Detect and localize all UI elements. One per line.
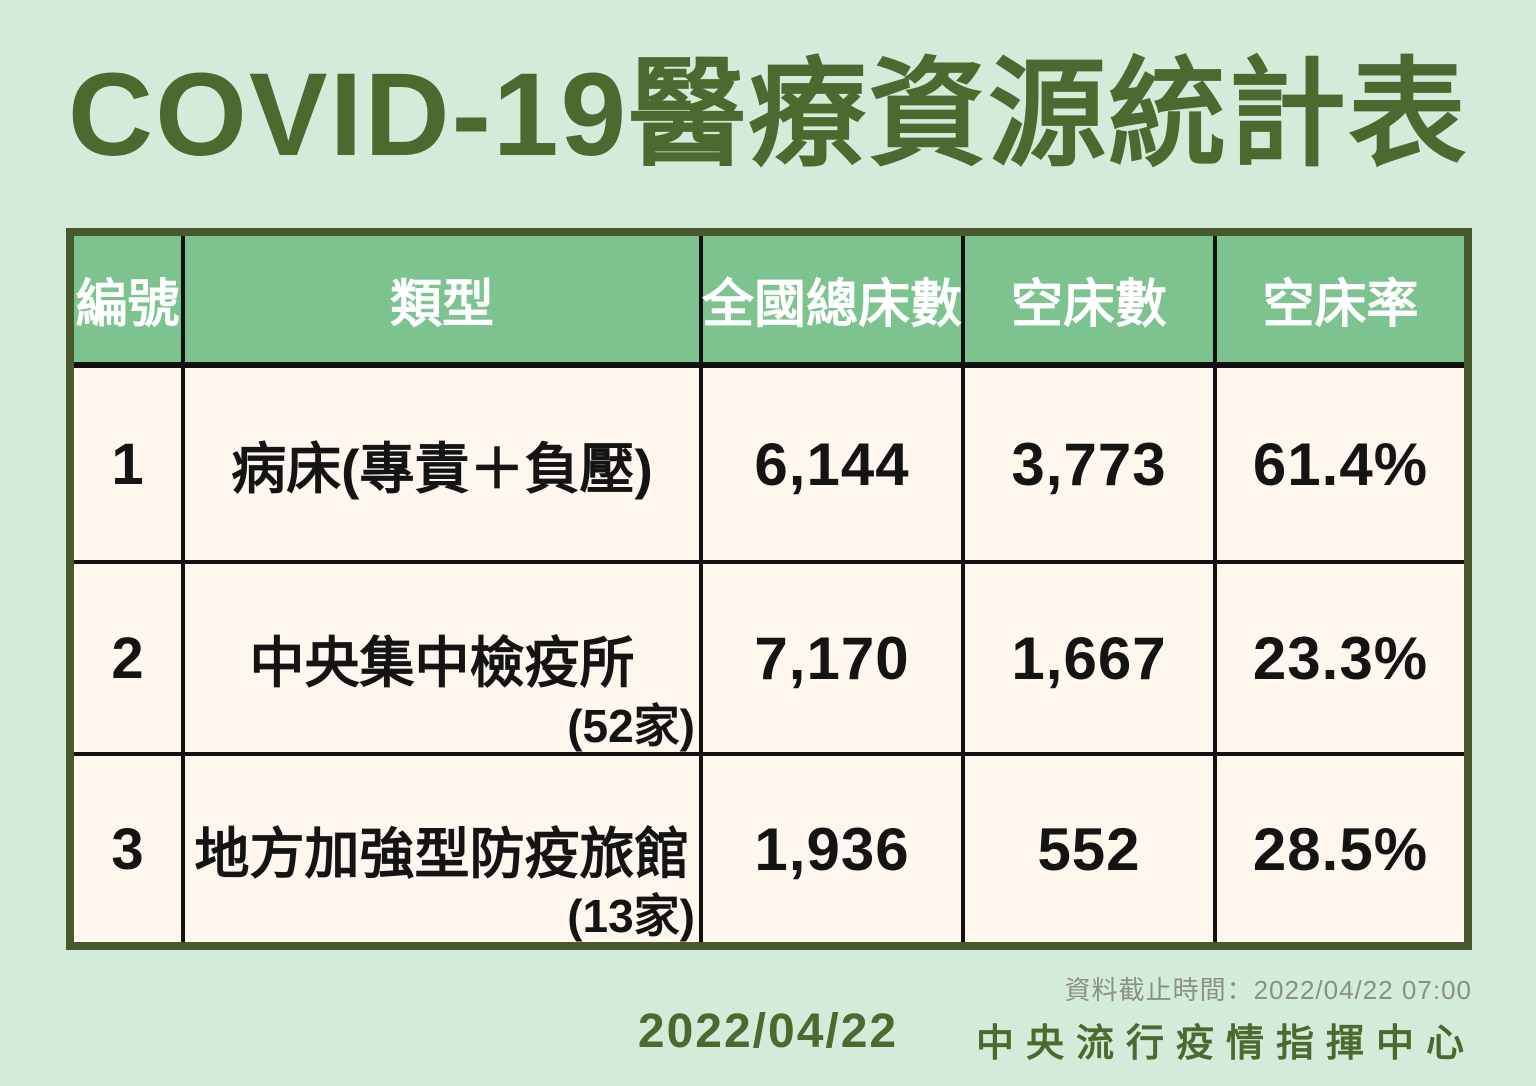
row2-empty-beds: 1,667: [965, 564, 1217, 752]
row2-total-beds: 7,170: [703, 564, 965, 752]
header-empty-beds: 空床數: [965, 236, 1217, 362]
row1-no: 1: [74, 368, 185, 560]
table-row: 2 中央集中檢疫所 (52家) 7,170 1,667 23.3%: [74, 560, 1464, 752]
row3-empty-rate: 28.5%: [1252, 815, 1429, 883]
row1-type: 病床(專責＋負壓): [185, 368, 703, 560]
row1-empty-beds: 3,773: [965, 368, 1217, 560]
report-date: 2022/04/22: [637, 1005, 899, 1058]
row2-type-label: 中央集中檢疫所: [249, 632, 635, 694]
row3-type: 地方加強型防疫旅館 (13家): [185, 756, 703, 942]
row1-empty-rate: 61.4%: [1252, 430, 1429, 498]
header-empty-rate: 空床率: [1262, 275, 1419, 334]
organization-name: 中央流行疫情指揮中心: [975, 1023, 1476, 1065]
header-type: 類型: [185, 236, 703, 362]
row1-total-beds: 6,144: [703, 368, 965, 560]
table-row: 1 病床(專責＋負壓) 6,144 3,773 61.4%: [74, 368, 1464, 560]
page-title: COVID-19醫療資源統計表: [67, 49, 1469, 181]
statistics-table: 編號 類型 全國總床數 空床數 空床率 1 病床(專責＋負壓) 6,144 3,…: [66, 228, 1472, 950]
table-header-row: 編號 類型 全國總床數 空床數 空床率: [74, 236, 1464, 368]
row3-type-sublabel: (13家): [567, 889, 695, 942]
row3-type-label: 地方加強型防疫旅館: [194, 823, 690, 885]
header-no: 編號: [74, 236, 185, 362]
row2-no: 2: [74, 564, 185, 752]
row3-no: 3: [74, 756, 185, 942]
table-row: 3 地方加強型防疫旅館 (13家) 1,936 552 28.5%: [74, 752, 1464, 942]
row1-type-label: 病床(專責＋負壓): [231, 438, 653, 500]
row2-empty-rate: 23.3%: [1252, 624, 1429, 692]
row2-type-sublabel: (52家): [567, 699, 695, 752]
data-cutoff-note: 資料截止時間：2022/04/22 07:00: [1064, 975, 1472, 1005]
row3-total-beds: 1,936: [703, 756, 965, 942]
row3-empty-beds: 552: [965, 756, 1217, 942]
header-total-beds: 全國總床數: [702, 236, 965, 362]
row2-type: 中央集中檢疫所 (52家): [185, 564, 703, 752]
